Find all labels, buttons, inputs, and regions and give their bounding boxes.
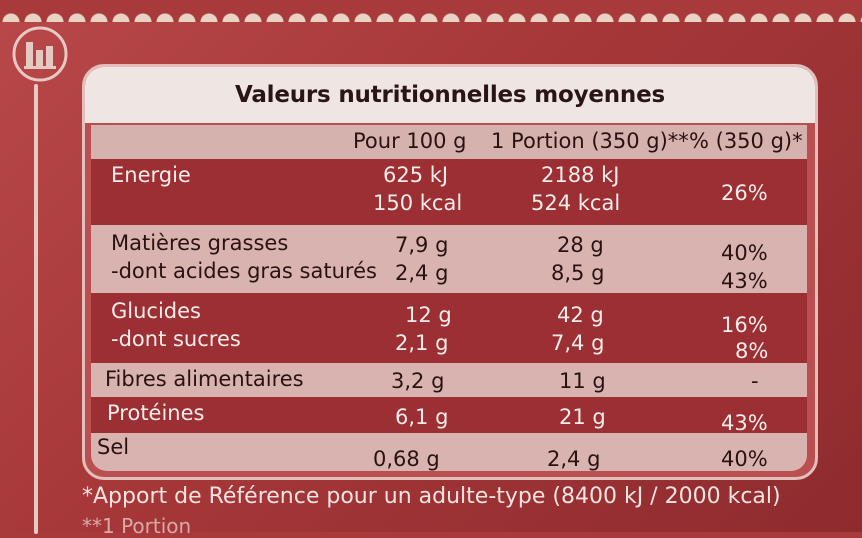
value-portion: 7,4 g [551, 331, 605, 355]
value-percent: 8% [735, 339, 769, 363]
value-portion: 21 g [559, 405, 606, 429]
table-title: Valeurs nutritionnelles moyennes [85, 67, 815, 123]
column-header-portion: 1 Portion (350 g)** [491, 129, 689, 153]
value-portion: 42 g [557, 303, 604, 327]
value-portion: 2,4 g [547, 447, 601, 471]
value-portion: 2188 kJ [541, 163, 620, 187]
footnote-reference: *Apport de Référence pour un adulte-type… [82, 484, 781, 509]
value-per-100g: 0,68 g [373, 447, 440, 471]
value-per-100g: 7,9 g [395, 233, 449, 257]
table-row: Protéines 6,1 g 21 g 43% [91, 397, 807, 435]
value-per-100g: 12 g [405, 303, 452, 327]
value-portion: 524 kcal [531, 191, 621, 215]
row-label: Energie [111, 163, 191, 187]
value-percent: 40% [721, 241, 768, 265]
table-row: Energie 625 kJ 150 kcal 2188 kJ 524 kcal… [91, 159, 807, 225]
table-row: Glucides -dont sucres 12 g 2,1 g 42 g 7,… [91, 293, 807, 363]
value-portion: 28 g [557, 233, 604, 257]
value-per-100g: 2,4 g [395, 261, 449, 285]
row-label: Fibres alimentaires [105, 367, 304, 391]
value-percent: 43% [721, 269, 768, 293]
row-sublabel: -dont sucres [111, 327, 241, 351]
value-percent: 40% [721, 447, 768, 471]
row-label: Matières grasses [111, 231, 289, 255]
table-row: Matières grasses -dont acides gras satur… [91, 225, 807, 293]
column-header-per-100g: Pour 100 g [353, 129, 467, 153]
value-per-100g: 150 kcal [373, 191, 463, 215]
table-row: Sel 0,68 g 2,4 g 40% [91, 433, 807, 471]
bar-chart-icon [12, 26, 68, 82]
row-label: Protéines [107, 401, 205, 425]
value-portion: 11 g [559, 369, 606, 393]
value-per-100g: 6,1 g [395, 405, 449, 429]
value-per-100g: 3,2 g [391, 369, 445, 393]
value-percent: 16% [721, 313, 768, 337]
column-header-row: Pour 100 g 1 Portion (350 g)** % (350 g)… [91, 125, 807, 159]
row-sublabel: -dont acides gras saturés [111, 259, 377, 283]
value-per-100g: 625 kJ [383, 163, 449, 187]
value-percent: 43% [721, 411, 768, 435]
value-portion: 8,5 g [551, 261, 605, 285]
nutrition-table: Valeurs nutritionnelles moyennes Pour 10… [82, 64, 818, 480]
decorative-line [34, 84, 38, 534]
column-header-percent: % (350 g)* [689, 129, 803, 153]
row-label: Sel [97, 435, 130, 459]
footnote-portion: **1 Portion [82, 514, 192, 538]
value-percent: 26% [721, 181, 768, 205]
value-per-100g: 2,1 g [395, 331, 449, 355]
value-percent: - [751, 369, 759, 393]
scalloped-border [0, 0, 862, 22]
row-label: Glucides [111, 299, 201, 323]
table-row: Fibres alimentaires 3,2 g 11 g - [91, 363, 807, 397]
